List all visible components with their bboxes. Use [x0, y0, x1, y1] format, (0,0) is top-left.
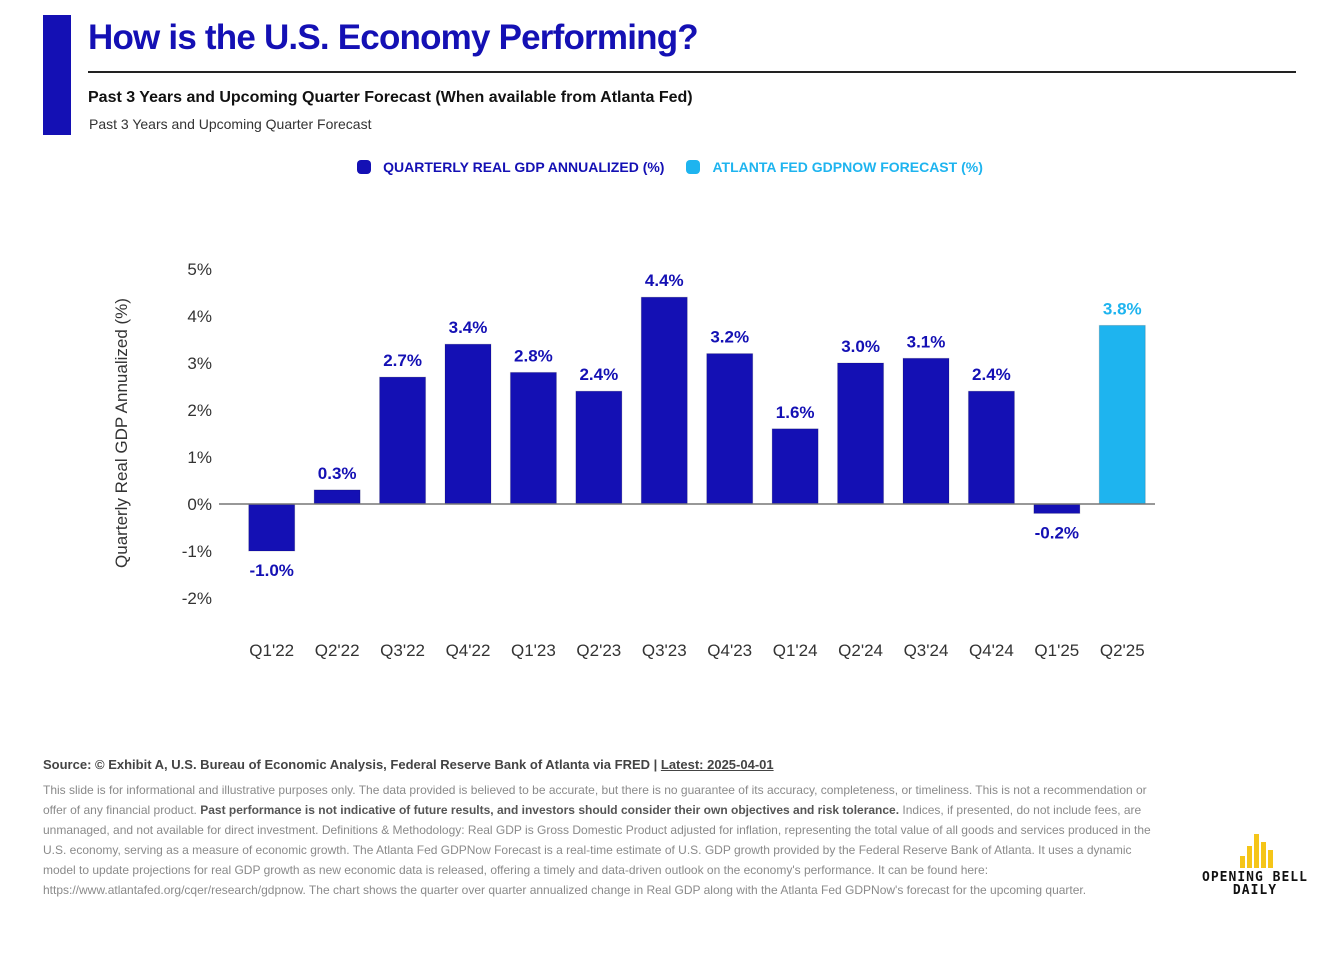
disclaimer: This slide is for informational and illu… [43, 780, 1153, 900]
bar-value-label: 4.4% [645, 271, 684, 290]
latest-date-link[interactable]: Latest: 2025-04-01 [660, 757, 774, 772]
bar-q1-25 [1033, 503, 1081, 514]
x-tick-label: Q1'24 [773, 641, 818, 660]
bar-value-label: 2.4% [972, 365, 1011, 384]
bar-q1-23 [509, 371, 557, 505]
x-tick-label: Q4'22 [446, 641, 491, 660]
bar-q2-25 [1098, 324, 1146, 505]
x-tick-label: Q2'24 [838, 641, 883, 660]
bar-q1-22 [248, 503, 296, 552]
chart-legend: QUARTERLY REAL GDP ANNUALIZED (%) ATLANT… [0, 159, 1340, 175]
x-tick-label: Q1'22 [249, 641, 294, 660]
x-tick-label: Q1'25 [1034, 641, 1079, 660]
bar-q1-24 [771, 428, 819, 505]
bar-q2-22 [313, 489, 361, 505]
bar-q2-24 [837, 362, 885, 505]
x-tick-label: Q4'24 [969, 641, 1014, 660]
legend-item-gdpnow: ATLANTA FED GDPNOW FORECAST (%) [686, 159, 983, 175]
bar-value-label: 0.3% [318, 464, 357, 483]
bar-q3-23 [640, 296, 688, 505]
y-tick-label: -1% [182, 542, 212, 561]
chart-subsubtitle: Past 3 Years and Upcoming Quarter Foreca… [89, 116, 372, 132]
bar-value-label: 3.1% [907, 332, 946, 351]
legend-item-gdp: QUARTERLY REAL GDP ANNUALIZED (%) [357, 159, 664, 175]
bar-value-label: 3.0% [841, 337, 880, 356]
legend-label-gdp: QUARTERLY REAL GDP ANNUALIZED (%) [383, 159, 665, 175]
legend-swatch-gdpnow [686, 160, 701, 174]
page-title: How is the U.S. Economy Performing? [88, 18, 699, 57]
x-tick-label: Q2'23 [576, 641, 621, 660]
x-tick-label: Q2'22 [315, 641, 360, 660]
bars-group [248, 296, 1146, 552]
y-tick-label: 2% [187, 401, 212, 420]
y-axis-label: Quarterly Real GDP Annualized (%) [112, 298, 131, 568]
chart-subtitle: Past 3 Years and Upcoming Quarter Foreca… [88, 89, 693, 106]
bar-value-label: -0.2% [1035, 523, 1079, 542]
bar-value-label: 2.4% [579, 365, 618, 384]
bar-value-label: 3.8% [1103, 299, 1142, 318]
opening-bell-logo: OPENING BELL DAILY [1190, 828, 1320, 908]
x-axis-ticks: Q1'22 Q2'22 Q3'22 Q4'22 Q1'23 Q2'23 Q3'23 Q4'23… [249, 641, 1144, 660]
y-tick-label: 3% [187, 354, 212, 373]
bar-q4-22 [444, 343, 492, 505]
bar-value-label: 3.2% [710, 328, 749, 347]
x-tick-label: Q3'22 [380, 641, 425, 660]
x-tick-label: Q2'25 [1100, 641, 1145, 660]
bar-q3-22 [379, 376, 427, 505]
x-tick-label: Q3'24 [904, 641, 949, 660]
y-axis-ticks: 5% 4% 3% 2% 1% 0% -1% -2% [182, 260, 212, 608]
logo-text-line2: DAILY [1232, 883, 1278, 898]
bar-q2-23 [575, 390, 623, 505]
y-tick-label: 1% [187, 448, 212, 467]
y-tick-label: 4% [187, 307, 212, 326]
disclaimer-part-1: This slide is for informational and illu… [43, 783, 1147, 817]
title-divider [88, 71, 1296, 73]
logo-text-line1: OPENING BELL [1202, 870, 1308, 885]
bar-value-label: 2.7% [383, 351, 422, 370]
bar-q3-24 [902, 357, 950, 505]
bar-q4-24 [967, 390, 1015, 505]
accent-bar [43, 15, 71, 135]
bar-q4-23 [706, 353, 754, 505]
y-tick-label: 5% [187, 260, 212, 279]
legend-swatch-gdp [357, 160, 372, 174]
y-tick-label: -2% [182, 589, 212, 608]
disclaimer-bold: Past performance is not indicative of fu… [200, 803, 900, 817]
gdp-bar-chart: 5% 4% 3% 2% 1% 0% -1% -2% -1.0% 0.3% 2.7% 3.4% 2.8%… [112, 260, 1155, 660]
legend-label-gdpnow: ATLANTA FED GDPNOW FORECAST (%) [712, 159, 983, 175]
bar-value-label: 1.6% [776, 403, 815, 422]
x-tick-label: Q4'23 [707, 641, 752, 660]
y-tick-label: 0% [187, 495, 212, 514]
x-tick-label: Q1'23 [511, 641, 556, 660]
disclaimer-part-2: Indices, if presented, do not include fe… [43, 803, 1151, 897]
x-tick-label: Q3'23 [642, 641, 687, 660]
bar-value-label: 3.4% [449, 318, 488, 337]
source-line: Source: © Exhibit A, U.S. Bureau of Econ… [43, 757, 774, 772]
bar-value-label: -1.0% [250, 561, 294, 580]
bar-value-label: 2.8% [514, 346, 553, 365]
bar-labels-group: -1.0% 0.3% 2.7% 3.4% 2.8% 2.4% 4.4% 3.2% 1.6% 3.0… [250, 271, 1142, 580]
source-text: Source: © Exhibit A, U.S. Bureau of Econ… [43, 757, 661, 772]
bars-logo-icon [1240, 834, 1273, 868]
